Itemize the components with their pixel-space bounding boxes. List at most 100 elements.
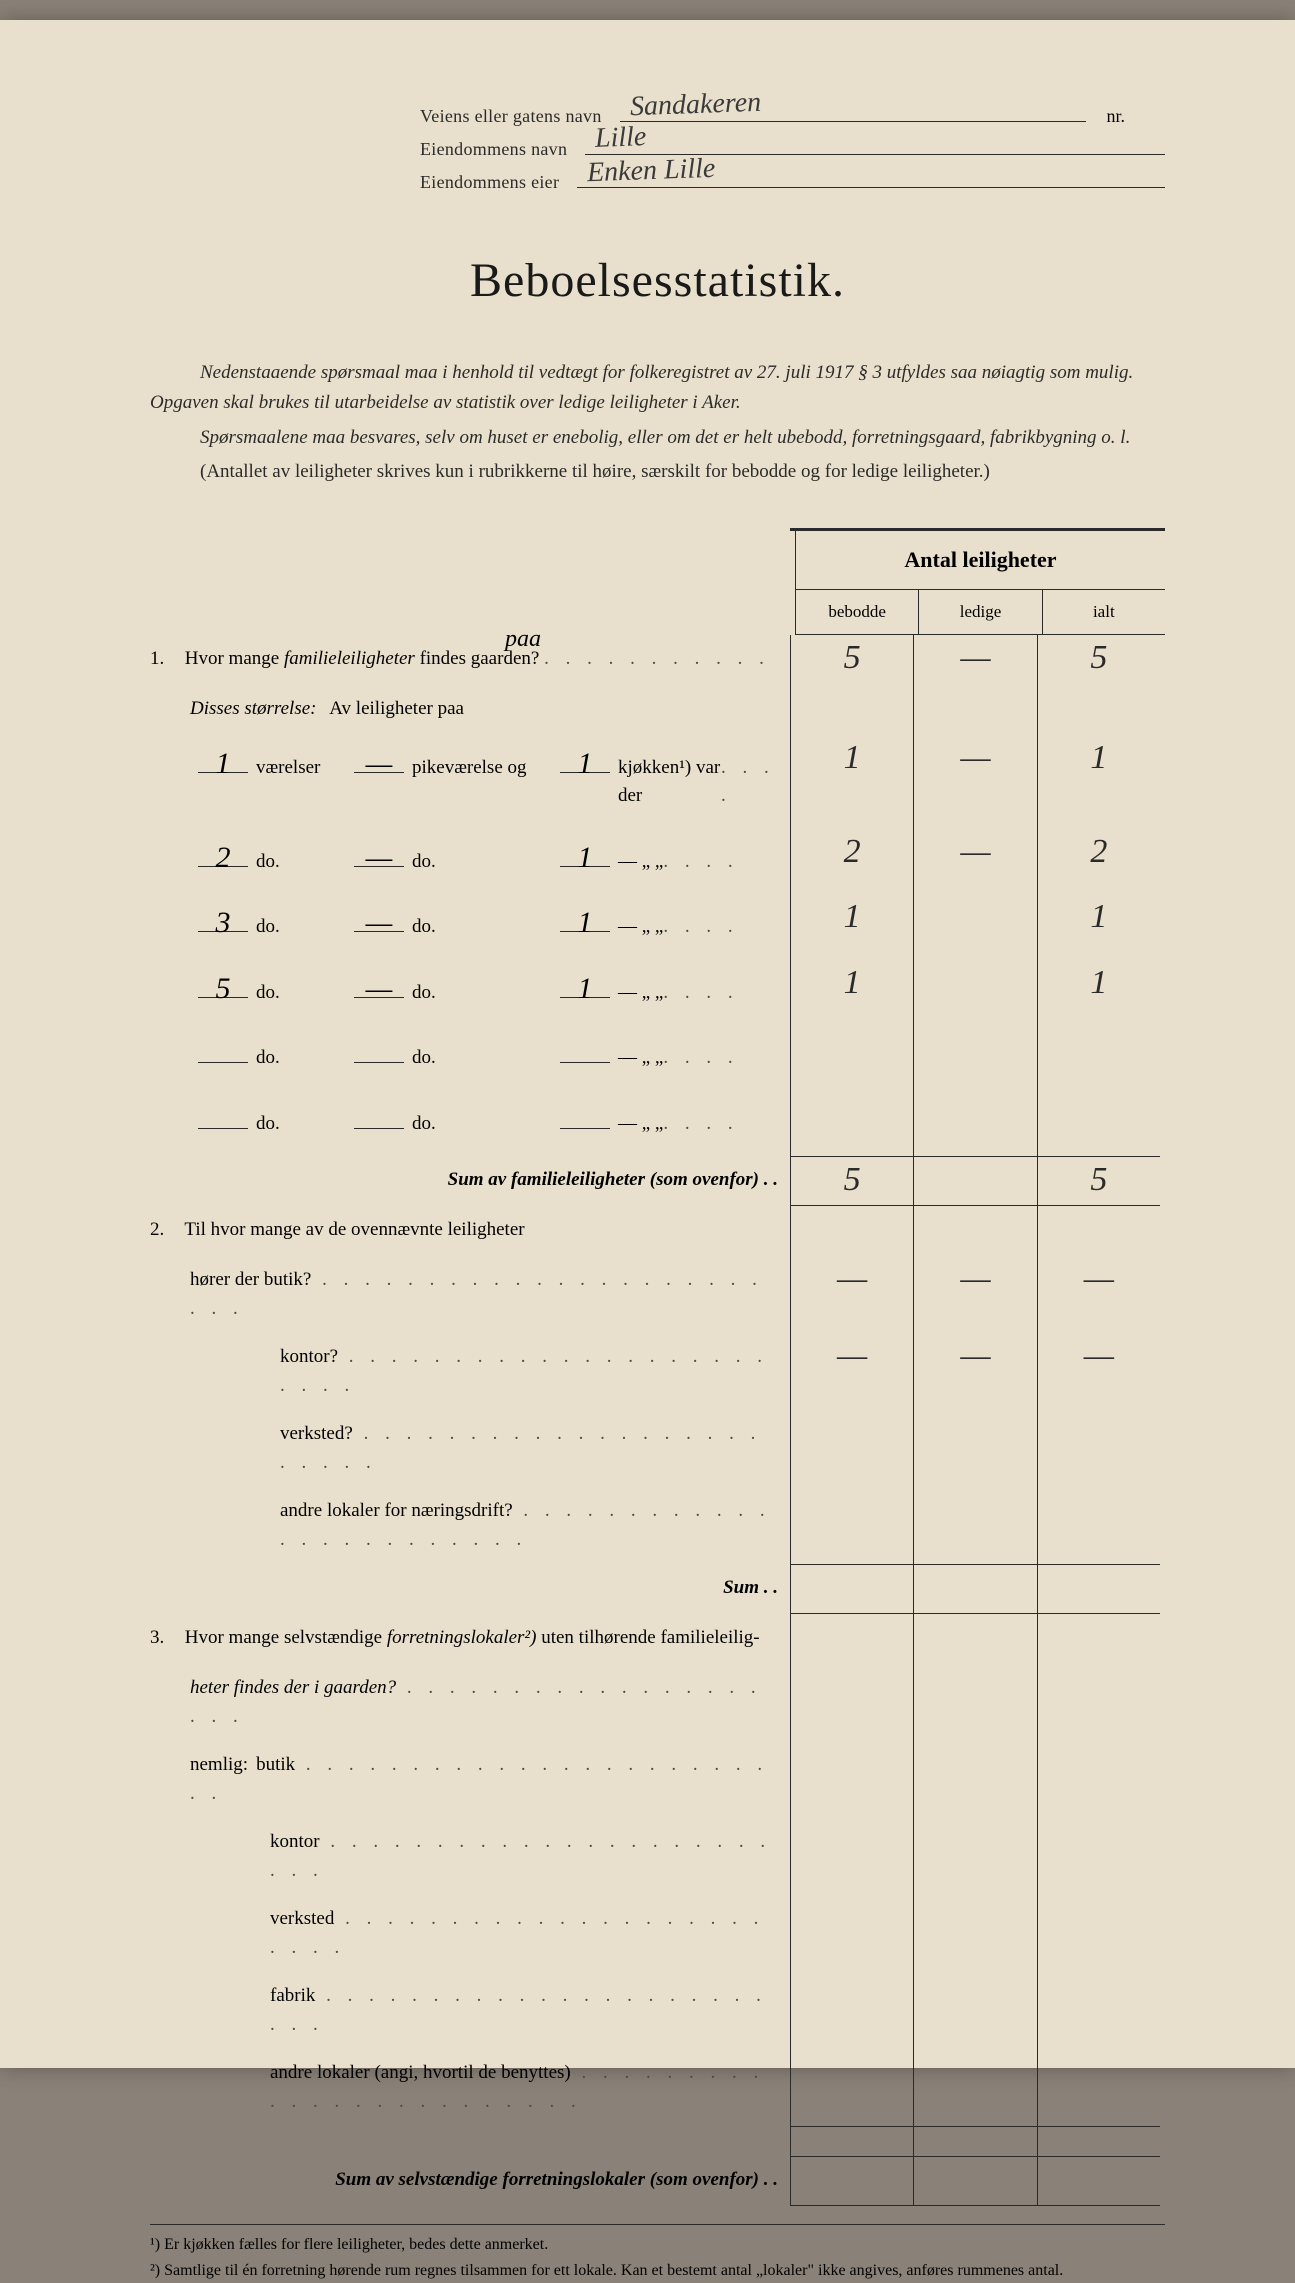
q1-detail-row: do. do. — „ „ . . . .	[150, 1025, 1165, 1091]
q3-num: 3.	[150, 1624, 180, 1653]
q1-text: paa 1. Hvor mange familieleiligheter fin…	[150, 635, 790, 685]
q1-row: paa 1. Hvor mange familieleiligheter fin…	[150, 635, 1165, 685]
q1-detail-row: do. do. — „ „ . . . .	[150, 1091, 1165, 1157]
th-ledige: ledige	[919, 590, 1042, 634]
street-value: Sandakeren	[629, 87, 761, 124]
th-cols: bebodde ledige ialt	[796, 590, 1165, 635]
q1-ta: Hvor mange	[185, 648, 284, 669]
cell-ledige	[914, 1025, 1037, 1091]
pike-blank	[354, 1109, 404, 1129]
q2-sum-label: Sum . .	[723, 1577, 778, 1598]
q2-detail-row: verksted? . . . . . . . . . . . . . . . …	[150, 1410, 1165, 1487]
q2-num: 2.	[150, 1216, 180, 1245]
street-line: Sandakeren	[620, 100, 1087, 122]
paa-annotation: paa	[505, 621, 541, 657]
vaerelser-blank: 1	[198, 753, 248, 773]
q3-spacer	[150, 2126, 1165, 2156]
q1-detail-row: 5 do. — do. 1 — „ „ . . . . 1 1	[150, 960, 1165, 1026]
q1-cells: 5 — 5	[790, 635, 1160, 685]
property-name-value: Lille	[595, 121, 647, 155]
kjokken-blank	[560, 1043, 610, 1063]
q1-sum-text: Sum av familieleiligheter (som ovenfor) …	[150, 1156, 790, 1206]
q1-sub: do. do. — „ „ . . . .	[150, 1035, 780, 1081]
kjokken-blank: 1	[560, 978, 610, 998]
vaerelser-blank: 2	[198, 847, 248, 867]
intro-text: Nedenstaaende spørsmaal maa i henhold ti…	[150, 358, 1165, 488]
q3-text2: heter findes der i gaarden? . . . . . . …	[150, 1664, 790, 1741]
q3-detail-row: andre lokaler (angi, hvortil de benyttes…	[150, 2049, 1165, 2126]
kjokken-blank: 1	[560, 847, 610, 867]
cell-ledige	[914, 960, 1037, 1026]
q3-row1: 3. Hvor mange selvstændige forretningslo…	[150, 1614, 1165, 1664]
page-title: Beboelsesstatistik.	[150, 253, 1165, 308]
dots: . . . . . . . . . . .	[544, 648, 770, 669]
q1-sum-l	[914, 1157, 1037, 1205]
cell-bebodde: 1	[791, 894, 914, 960]
q1-size-cells	[790, 685, 1160, 735]
q3-detail-row: fabrik . . . . . . . . . . . . . . . . .…	[150, 1972, 1165, 2049]
q1-num: 1.	[150, 645, 180, 674]
q1-size-header: Disses størrelse: Av leiligheter paa	[150, 685, 1165, 735]
q3-ta: Hvor mange selvstændige	[185, 1627, 387, 1648]
vaerelser-blank	[198, 1109, 248, 1129]
q1-sub: 5 do. — do. 1 — „ „ . . . .	[150, 970, 780, 1016]
q2-t: Til hvor mange av de ovennævnte leilighe…	[184, 1219, 524, 1240]
cell-ledige	[914, 1091, 1037, 1157]
q3-sum-label: Sum av selvstændige forretningslokaler	[335, 2169, 645, 2190]
cell-ialt: 1	[1038, 735, 1160, 829]
q1-sub: 2 do. — do. 1 — „ „ . . . .	[150, 839, 780, 885]
q1-bebodde: 5	[791, 635, 914, 685]
nr-label: nr.	[1106, 106, 1125, 127]
q1-ialt: 5	[1038, 635, 1160, 685]
footnote-2: ²) Samtlige til én forretning hørende ru…	[150, 2259, 1165, 2283]
intro-p3: (Antallet av leiligheter skrives kun i r…	[150, 457, 1165, 487]
cell-ialt	[1038, 1091, 1160, 1157]
pike-blank: —	[354, 753, 404, 773]
th-ialt: ialt	[1043, 590, 1165, 634]
q1-detail-row: 2 do. — do. 1 — „ „ . . . . 2 — 2	[150, 829, 1165, 895]
q1-sum-row: Sum av familieleiligheter (som ovenfor) …	[150, 1156, 1165, 1206]
document-page: Veiens eller gatens navn Sandakeren nr. …	[0, 20, 1295, 2068]
q3-text: 3. Hvor mange selvstændige forretningslo…	[150, 1614, 790, 1664]
cell-ledige: —	[914, 829, 1037, 895]
q1-sum-cells: 5 5	[790, 1156, 1160, 1206]
q1-tb: familieleiligheter	[284, 648, 415, 669]
cell-bebodde: 1	[791, 735, 914, 829]
property-name-line: Lille	[585, 133, 1165, 155]
q2-sum-text: Sum . .	[150, 1564, 790, 1614]
q1-detail-row: 1 værelser — pikeværelse og 1 kjøkken¹) …	[150, 735, 1165, 829]
property-name-row: Eiendommens navn Lille	[420, 133, 1165, 160]
kjokken-blank: 1	[560, 753, 610, 773]
q1-size-label: Disses størrelse:	[190, 698, 317, 719]
kjokken-blank: 1	[560, 912, 610, 932]
cell-ialt	[1038, 1025, 1160, 1091]
intro-p1-text: Nedenstaaende spørsmaal maa i henhold ti…	[150, 362, 1133, 413]
th-bebodde: bebodde	[796, 590, 919, 634]
q2-row: 2. Til hvor mange av de ovennævnte leili…	[150, 1206, 1165, 1256]
cell-ialt: 1	[1038, 894, 1160, 960]
q2-detail-row: andre lokaler for næringsdrift? . . . . …	[150, 1487, 1165, 1564]
q3-td: heter findes der i gaarden?	[190, 1677, 396, 1698]
q2-detail-row: hører der butik? . . . . . . . . . . . .…	[150, 1256, 1165, 1333]
street-row: Veiens eller gatens navn Sandakeren nr.	[420, 100, 1165, 127]
table-header: Antal leiligheter bebodde ledige ialt	[790, 528, 1165, 635]
cell-bebodde: 2	[791, 829, 914, 895]
q3-detail-row: kontor . . . . . . . . . . . . . . . . .…	[150, 1818, 1165, 1895]
cell-ledige: —	[914, 735, 1037, 829]
q1-sum-b: 5	[791, 1157, 914, 1205]
q3-detail-row: verksted . . . . . . . . . . . . . . . .…	[150, 1895, 1165, 1972]
pike-blank: —	[354, 912, 404, 932]
kjokken-blank	[560, 1109, 610, 1129]
q1-sum-i: 5	[1038, 1157, 1160, 1205]
cell-ialt: 1	[1038, 960, 1160, 1026]
pike-blank	[354, 1043, 404, 1063]
q1-detail-row: 3 do. — do. 1 — „ „ . . . . 1 1	[150, 894, 1165, 960]
q2-detail-row: kontor? . . . . . . . . . . . . . . . . …	[150, 1333, 1165, 1410]
q1-sum-suffix: (som ovenfor) . .	[645, 1169, 778, 1190]
q3-sum-row: Sum av selvstændige forretningslokaler (…	[150, 2156, 1165, 2206]
intro-p1: Nedenstaaende spørsmaal maa i henhold ti…	[150, 358, 1165, 419]
header-fields: Veiens eller gatens navn Sandakeren nr. …	[420, 100, 1165, 193]
vaerelser-blank	[198, 1043, 248, 1063]
property-name-label: Eiendommens navn	[420, 139, 567, 160]
street-label: Veiens eller gatens navn	[420, 106, 602, 127]
